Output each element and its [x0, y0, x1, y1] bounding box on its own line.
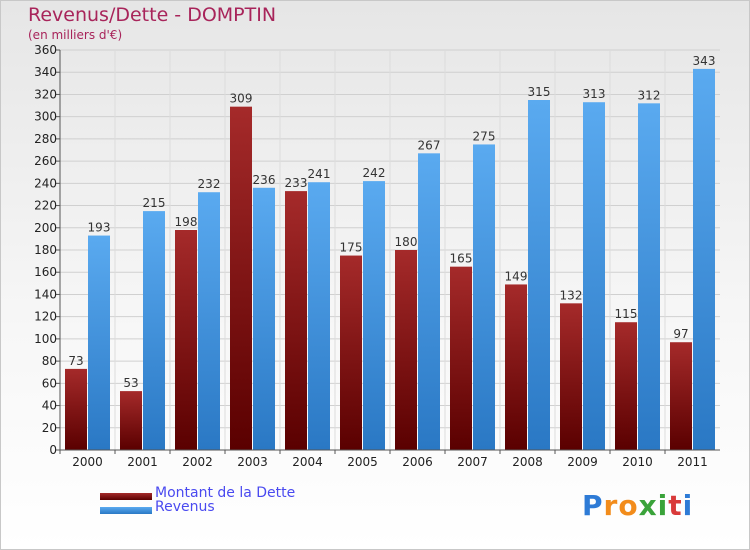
bar-debt	[340, 255, 362, 450]
logo-letter: x	[638, 489, 658, 522]
bar-debt	[395, 250, 417, 450]
logo-letter: P	[582, 489, 604, 522]
data-label-revenus: 232	[198, 177, 221, 191]
y-tick-label: 40	[42, 399, 57, 413]
y-tick-label: 180	[34, 243, 57, 257]
y-tick-label: 300	[34, 110, 57, 124]
legend-swatch-revenus	[100, 507, 152, 514]
chart-subtitle: (en milliers d'€)	[28, 28, 123, 42]
chart-title: Revenus/Dette - DOMPTIN	[28, 4, 277, 26]
data-label-revenus: 242	[363, 166, 386, 180]
y-tick-label: 220	[34, 199, 57, 213]
y-tick-label: 340	[34, 65, 57, 79]
bar-debt	[65, 368, 87, 450]
data-label-debt: 165	[450, 252, 473, 266]
bar-debt	[175, 230, 197, 450]
data-label-debt: 233	[285, 176, 308, 190]
logo-letter: o	[618, 489, 639, 522]
logo-letter: t	[668, 489, 683, 522]
x-tick-label: 2002	[182, 455, 213, 469]
data-label-revenus: 267	[418, 138, 441, 152]
data-label-debt: 73	[68, 354, 83, 368]
bar-revenus	[198, 192, 220, 450]
data-label-revenus: 315	[528, 85, 551, 99]
data-label-debt: 198	[175, 215, 198, 229]
x-tick-label: 2011	[677, 455, 708, 469]
bar-debt	[230, 106, 252, 451]
y-tick-label: 100	[34, 332, 57, 346]
x-tick-label: 2004	[292, 455, 323, 469]
data-label-revenus: 236	[253, 173, 276, 187]
data-label-revenus: 312	[638, 88, 661, 102]
data-label-revenus: 343	[693, 54, 716, 68]
legend-label-debt: Montant de la Dette	[155, 485, 296, 501]
x-tick-label: 2005	[347, 455, 378, 469]
legend-label-revenus: Revenus	[155, 499, 215, 515]
data-label-revenus: 193	[88, 221, 111, 235]
data-label-debt: 132	[560, 288, 583, 302]
bar-debt	[505, 284, 527, 450]
x-tick-label: 2009	[567, 455, 598, 469]
bar-revenus	[88, 235, 110, 450]
logo-letter: i	[657, 489, 669, 522]
grid	[60, 49, 720, 451]
bar-revenus	[473, 144, 495, 450]
y-tick-label: 200	[34, 221, 57, 235]
y-tick-label: 80	[42, 354, 57, 368]
x-tick-label: 2007	[457, 455, 488, 469]
y-tick-label: 0	[49, 443, 57, 457]
bar-debt	[560, 303, 582, 450]
bar-revenus	[583, 102, 605, 450]
data-label-debt: 97	[673, 327, 688, 341]
bar-revenus	[638, 103, 660, 450]
y-tick-label: 60	[42, 376, 57, 390]
data-label-debt: 175	[340, 241, 363, 255]
data-label-revenus: 241	[308, 167, 331, 181]
data-label-debt: 180	[395, 235, 418, 249]
data-label-debt: 149	[505, 269, 528, 283]
y-tick-label: 320	[34, 87, 57, 101]
x-tick-label: 2010	[622, 455, 653, 469]
x-tick-label: 2006	[402, 455, 433, 469]
bar-revenus	[143, 211, 165, 450]
y-tick-label: 120	[34, 310, 57, 324]
axes: 0 20 40 60 80 100 120 140 160 180 200 220 240 260 280 3…	[34, 43, 720, 469]
y-tick-label: 20	[42, 421, 57, 435]
bar-revenus	[528, 100, 550, 450]
x-tick-label: 2003	[237, 455, 268, 469]
bar-debt	[285, 191, 307, 450]
legend-swatch-debt	[100, 493, 152, 500]
bar-debt	[670, 342, 692, 450]
x-tick-label: 2000	[72, 455, 103, 469]
bar-revenus	[418, 153, 440, 451]
bar-revenus	[253, 187, 275, 450]
data-label-revenus: 313	[583, 87, 606, 101]
y-tick-label: 140	[34, 287, 57, 301]
bar-revenus	[693, 68, 715, 450]
proxiti-logo: Proxiti	[582, 489, 693, 522]
data-label-revenus: 215	[143, 196, 166, 210]
y-tick-label: 160	[34, 265, 57, 279]
data-label-debt: 115	[615, 307, 638, 321]
y-tick-label: 240	[34, 176, 57, 190]
y-tick-label: 280	[34, 132, 57, 146]
bar-debt	[615, 322, 637, 450]
logo-letter: i	[682, 489, 694, 522]
y-tick-label: 360	[34, 43, 57, 57]
data-label-debt: 53	[123, 376, 138, 390]
bar-debt	[450, 266, 472, 450]
x-tick-label: 2008	[512, 455, 543, 469]
bar-revenus	[308, 182, 330, 450]
y-tick-label: 260	[34, 154, 57, 168]
bar-revenus	[363, 181, 385, 450]
data-label-revenus: 275	[473, 129, 496, 143]
logo-letter: r	[603, 489, 619, 522]
bar-debt	[120, 391, 142, 450]
data-label-debt: 309	[230, 92, 253, 106]
x-tick-label: 2001	[127, 455, 158, 469]
